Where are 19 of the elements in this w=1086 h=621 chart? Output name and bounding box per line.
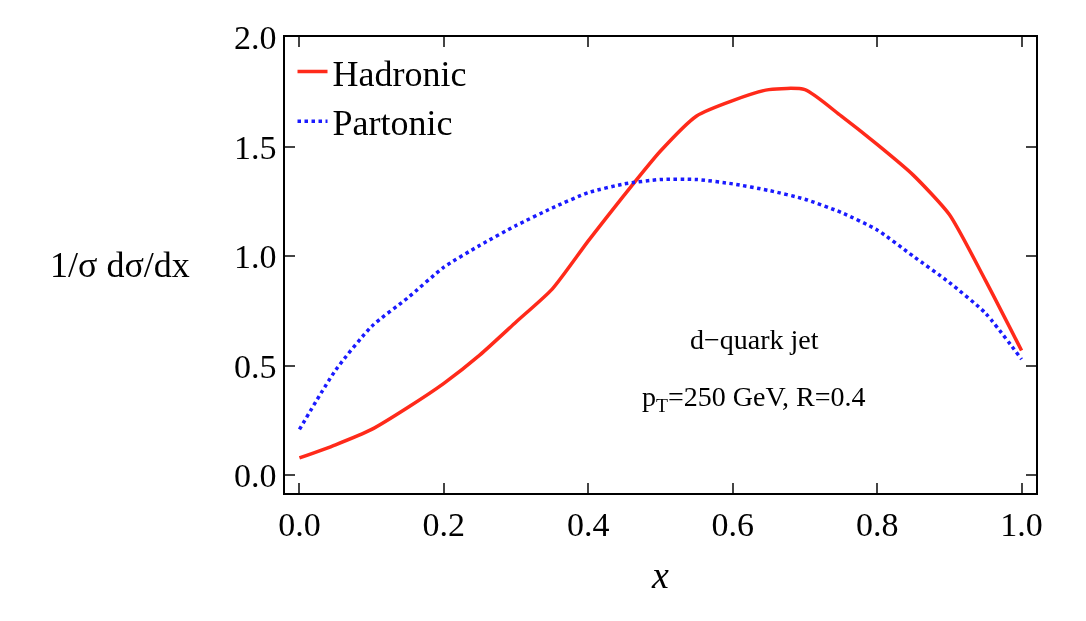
y-tick-label: 1.5 [233, 128, 277, 166]
x-tick-label: 0.6 [711, 505, 754, 543]
y-axis-title: 1/σ dσ/dx [50, 245, 190, 285]
x-tick-label: 0.4 [567, 505, 610, 543]
y-tick-label: 0.5 [233, 347, 277, 385]
x-tick-label: 0.0 [278, 505, 321, 543]
legend-label: Partonic [332, 103, 453, 144]
y-tick-label: 1.0 [233, 238, 277, 276]
x-tick-label: 0.8 [855, 505, 899, 543]
line-series [297, 177, 1024, 432]
annotation: p$_{T}$=250 GeV, R=0.4 [642, 381, 866, 416]
annotation: d−quark jet [690, 324, 819, 355]
x-tick-label: 0.2 [422, 505, 466, 543]
line-series [297, 86, 1024, 460]
legend-label: Hadronic [332, 53, 467, 94]
y-tick-label: 0.0 [233, 457, 277, 495]
x-tick-label: 1.0 [1000, 505, 1043, 543]
x-axis-title: x [651, 554, 670, 597]
y-tick-label: 2.0 [233, 18, 277, 56]
